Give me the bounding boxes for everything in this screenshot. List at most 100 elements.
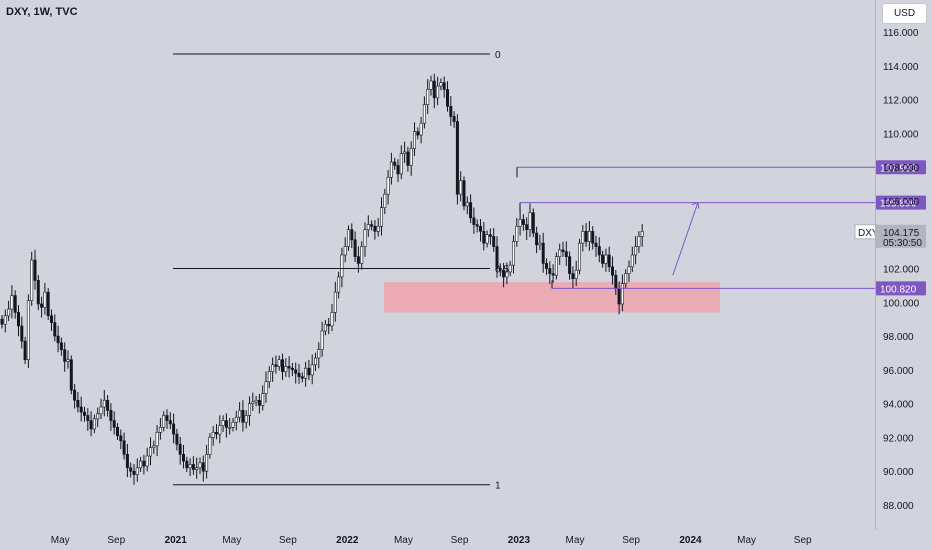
candle-body <box>211 432 215 438</box>
candle-body <box>149 447 153 457</box>
candle-body <box>0 318 4 325</box>
candle-body <box>521 219 525 225</box>
candle-body <box>445 89 449 107</box>
candle-body <box>168 420 172 425</box>
candle-body <box>241 410 245 423</box>
candle-body <box>89 420 93 430</box>
candle-body <box>251 401 255 404</box>
candle-body <box>188 464 192 469</box>
candle-body <box>508 264 512 273</box>
time-tick-label: 2021 <box>165 535 188 546</box>
time-tick-label: Sep <box>622 535 640 546</box>
candle-body <box>96 413 100 420</box>
candle-body <box>389 161 393 178</box>
candle-body <box>165 415 169 421</box>
candle-body <box>86 415 90 421</box>
candle-body <box>16 312 20 327</box>
candle-body <box>26 300 30 361</box>
candle-body <box>228 426 232 429</box>
candle-body <box>614 274 618 290</box>
candle-body <box>502 269 506 278</box>
fib-level-label: 1 <box>495 481 501 492</box>
candle-body <box>261 393 265 406</box>
candle-body <box>558 249 562 257</box>
candle-body <box>346 229 350 247</box>
bar-countdown: 05:30:50 <box>883 238 922 249</box>
candle-body <box>429 80 433 90</box>
candle-body <box>112 420 116 428</box>
candle-body <box>205 454 209 472</box>
candle-body <box>571 273 575 279</box>
candle-body <box>564 251 568 257</box>
candle-body <box>541 242 545 264</box>
candle-body <box>46 291 50 317</box>
candle-body <box>459 180 463 195</box>
candle-body <box>254 399 258 403</box>
price-tick-label: 100.000 <box>883 298 920 309</box>
candle-body <box>637 236 641 247</box>
candle-body <box>304 367 308 379</box>
price-tick-label: 110.000 <box>883 129 919 140</box>
candle-body <box>376 225 380 232</box>
candle-body <box>436 85 440 99</box>
candle-body <box>333 291 337 313</box>
candle-body <box>594 242 598 247</box>
candle-body <box>290 367 294 371</box>
candle-body <box>607 254 611 268</box>
candle-body <box>455 121 459 195</box>
candle-body <box>409 148 413 166</box>
time-tick-label: May <box>394 535 413 546</box>
price-tick-label: 96.000 <box>883 366 914 377</box>
fib-level-label: 0 <box>495 50 501 61</box>
candle-body <box>597 246 601 256</box>
candle-body <box>350 229 354 241</box>
candle-body <box>218 425 222 435</box>
candle-body <box>238 410 242 418</box>
price-axis-divider <box>875 0 876 530</box>
candle-body <box>125 454 129 469</box>
candle-body <box>294 369 298 374</box>
candle-body <box>280 359 284 372</box>
time-tick-label: May <box>51 535 70 546</box>
candle-body <box>498 268 502 271</box>
candle-body <box>139 460 143 469</box>
candle-body <box>535 232 539 246</box>
candle-body <box>310 364 314 376</box>
candle-body <box>403 151 407 154</box>
candle-body <box>142 460 146 467</box>
candle-body <box>99 406 103 415</box>
price-tick-label: 114.000 <box>883 62 919 73</box>
level-price-tag <box>876 281 926 296</box>
currency-button[interactable]: USD <box>882 3 927 24</box>
candle-body <box>568 256 572 274</box>
candle-body <box>307 367 311 376</box>
candle-body <box>66 359 70 362</box>
candle-body <box>277 359 281 367</box>
candle-body <box>208 437 212 455</box>
time-tick-label: May <box>566 535 585 546</box>
candle-body <box>297 372 301 377</box>
candle-body <box>284 366 288 372</box>
price-axis[interactable]: 107.993 105.896 100.820 116.000 114.000 112.0… <box>854 28 926 512</box>
candle-body <box>412 131 416 149</box>
candle-body <box>320 330 324 350</box>
candle-body <box>591 231 595 244</box>
time-tick-label: Sep <box>451 535 469 546</box>
candle-body <box>248 403 252 416</box>
candle-body <box>478 225 482 232</box>
overlays-layer: 00.51 <box>173 50 875 492</box>
candle-body <box>465 202 469 207</box>
candle-body <box>3 315 7 325</box>
level-price-label: 107.993 <box>880 163 917 174</box>
candle-body <box>554 256 558 276</box>
price-tick-label: 102.000 <box>883 265 920 276</box>
symbol-badge-label: DXY <box>858 228 879 239</box>
level-price-label: 105.896 <box>880 199 917 210</box>
price-tick-label: 94.000 <box>883 400 914 411</box>
candle-body <box>13 295 17 313</box>
candle-body <box>323 323 327 332</box>
time-axis[interactable]: May Sep 2021 May Sep 2022 May Sep 2023 May Sep 2024… <box>51 535 812 546</box>
candle-body <box>10 295 14 310</box>
